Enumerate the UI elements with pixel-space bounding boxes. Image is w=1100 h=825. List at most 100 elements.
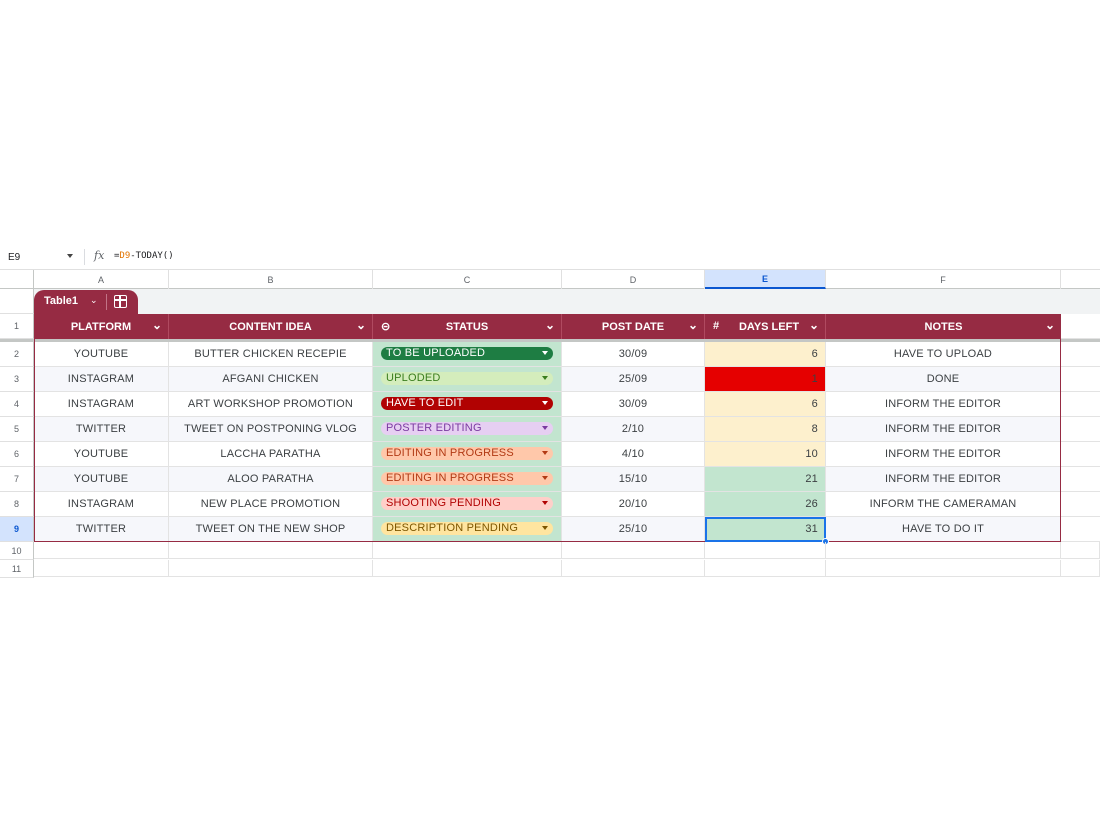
empty-cell[interactable]	[1061, 314, 1100, 339]
header-post-date[interactable]: POST DATE ⌄	[562, 314, 705, 339]
cell-days-left[interactable]: 21	[705, 467, 826, 491]
select-all-corner[interactable]	[0, 270, 34, 289]
cell-status[interactable]: SHOOTING PENDING	[373, 492, 562, 516]
dropdown-arrow-icon[interactable]	[542, 451, 548, 455]
column-header-e[interactable]: E	[705, 270, 826, 289]
table-view-icon[interactable]	[114, 295, 127, 308]
chevron-down-icon[interactable]: ⌄	[687, 318, 698, 332]
cell-status[interactable]: DESCRIPTION PENDING	[373, 517, 562, 541]
cell-platform[interactable]: TWITTER	[34, 417, 169, 441]
cell-post-date[interactable]: 15/10	[562, 467, 705, 491]
cell-content-idea[interactable]: ALOO PARATHA	[169, 467, 373, 491]
cell-notes[interactable]: HAVE TO UPLOAD	[826, 342, 1061, 366]
cell-platform[interactable]: TWITTER	[34, 517, 169, 541]
cell-post-date[interactable]: 4/10	[562, 442, 705, 466]
cell-days-left[interactable]: 1	[705, 367, 826, 391]
column-header-b[interactable]: B	[169, 270, 373, 289]
cell-platform[interactable]: INSTAGRAM	[34, 367, 169, 391]
cell-status[interactable]: HAVE TO EDIT	[373, 392, 562, 416]
header-days-left[interactable]: # DAYS LEFT ⌄	[705, 314, 826, 339]
empty-cell[interactable]	[826, 542, 1061, 559]
chevron-down-icon[interactable]: ⌄	[808, 318, 819, 332]
row-number[interactable]: 6	[0, 442, 34, 467]
row-number[interactable]: 1	[0, 314, 34, 339]
header-notes[interactable]: NOTES ⌄	[826, 314, 1061, 339]
cell-days-left[interactable]: 8	[705, 417, 826, 441]
chevron-down-icon[interactable]: ⌄	[90, 295, 98, 305]
empty-cell[interactable]	[705, 560, 826, 577]
column-header-g[interactable]	[1061, 270, 1100, 289]
dropdown-arrow-icon[interactable]	[542, 351, 548, 355]
cell-post-date[interactable]: 25/10	[562, 517, 705, 541]
row-number[interactable]: 9	[0, 517, 34, 542]
empty-cell[interactable]	[169, 542, 373, 559]
row-number[interactable]: 4	[0, 392, 34, 417]
cell-days-left[interactable]: 10	[705, 442, 826, 466]
cell-post-date[interactable]: 30/09	[562, 392, 705, 416]
dropdown-arrow-icon[interactable]	[542, 501, 548, 505]
status-chip[interactable]: UPLODED	[381, 372, 553, 385]
cell-notes[interactable]: INFORM THE EDITOR	[826, 392, 1061, 416]
dropdown-arrow-icon[interactable]	[542, 476, 548, 480]
empty-cell[interactable]	[1061, 542, 1100, 559]
cell-days-left[interactable]: 26	[705, 492, 826, 516]
empty-cell[interactable]	[562, 542, 705, 559]
name-box[interactable]: E9	[0, 246, 84, 268]
cell-status[interactable]: UPLODED	[373, 367, 562, 391]
empty-cell[interactable]	[1061, 467, 1100, 492]
empty-cell[interactable]	[1061, 492, 1100, 517]
chevron-down-icon[interactable]: ⌄	[544, 318, 555, 332]
dropdown-arrow-icon[interactable]	[542, 376, 548, 380]
cell-notes[interactable]: INFORM THE EDITOR	[826, 442, 1061, 466]
cell-platform[interactable]: YOUTUBE	[34, 442, 169, 466]
status-chip[interactable]: HAVE TO EDIT	[381, 397, 553, 410]
empty-cell[interactable]	[34, 560, 169, 577]
cell-content-idea[interactable]: AFGANI CHICKEN	[169, 367, 373, 391]
row-number[interactable]: 3	[0, 367, 34, 392]
cell-notes[interactable]: INFORM THE CAMERAMAN	[826, 492, 1061, 516]
status-chip[interactable]: EDITING IN PROGRESS	[381, 447, 553, 460]
empty-cell[interactable]	[826, 560, 1061, 577]
empty-cell[interactable]	[1061, 560, 1100, 577]
row-number[interactable]: 7	[0, 467, 34, 492]
cell-content-idea[interactable]: TWEET ON POSTPONING VLOG	[169, 417, 373, 441]
name-box-dropdown-icon[interactable]	[67, 254, 73, 258]
status-chip[interactable]: EDITING IN PROGRESS	[381, 472, 553, 485]
cell-content-idea[interactable]: TWEET ON THE NEW SHOP	[169, 517, 373, 541]
table-name-chip[interactable]: Table1 ⌄	[34, 290, 138, 314]
cell-status[interactable]: EDITING IN PROGRESS	[373, 442, 562, 466]
cell-post-date[interactable]: 25/09	[562, 367, 705, 391]
empty-cell[interactable]	[705, 542, 826, 559]
cell-platform[interactable]: INSTAGRAM	[34, 492, 169, 516]
cell-platform[interactable]: INSTAGRAM	[34, 392, 169, 416]
cell-content-idea[interactable]: NEW PLACE PROMOTION	[169, 492, 373, 516]
empty-cell[interactable]	[1061, 392, 1100, 417]
cell-content-idea[interactable]: LACCHA PARATHA	[169, 442, 373, 466]
empty-cell[interactable]	[1061, 367, 1100, 392]
cell-status[interactable]: TO BE UPLOADED	[373, 342, 562, 366]
cell-status[interactable]: POSTER EDITING	[373, 417, 562, 441]
empty-cell[interactable]	[373, 542, 562, 559]
column-header-a[interactable]: A	[34, 270, 169, 289]
status-chip[interactable]: TO BE UPLOADED	[381, 347, 553, 360]
cell-post-date[interactable]: 2/10	[562, 417, 705, 441]
column-header-d[interactable]: D	[562, 270, 705, 289]
empty-cell[interactable]	[1061, 517, 1100, 542]
empty-cell[interactable]	[562, 560, 705, 577]
column-header-f[interactable]: F	[826, 270, 1061, 289]
header-status[interactable]: ⊝ STATUS ⌄	[373, 314, 562, 339]
empty-cell[interactable]	[169, 560, 373, 577]
status-chip[interactable]: SHOOTING PENDING	[381, 497, 553, 510]
cell-post-date[interactable]: 20/10	[562, 492, 705, 516]
empty-cell[interactable]	[373, 560, 562, 577]
status-chip[interactable]: POSTER EDITING	[381, 422, 553, 435]
cell-content-idea[interactable]: BUTTER CHICKEN RECEPIE	[169, 342, 373, 366]
cell-days-left[interactable]: 6	[705, 342, 826, 366]
empty-cell[interactable]	[34, 542, 169, 559]
cell-content-idea[interactable]: ART WORKSHOP PROMOTION	[169, 392, 373, 416]
cell-platform[interactable]: YOUTUBE	[34, 342, 169, 366]
cell-notes[interactable]: DONE	[826, 367, 1061, 391]
row-number[interactable]: 5	[0, 417, 34, 442]
cell-post-date[interactable]: 30/09	[562, 342, 705, 366]
cell-notes[interactable]: INFORM THE EDITOR	[826, 417, 1061, 441]
